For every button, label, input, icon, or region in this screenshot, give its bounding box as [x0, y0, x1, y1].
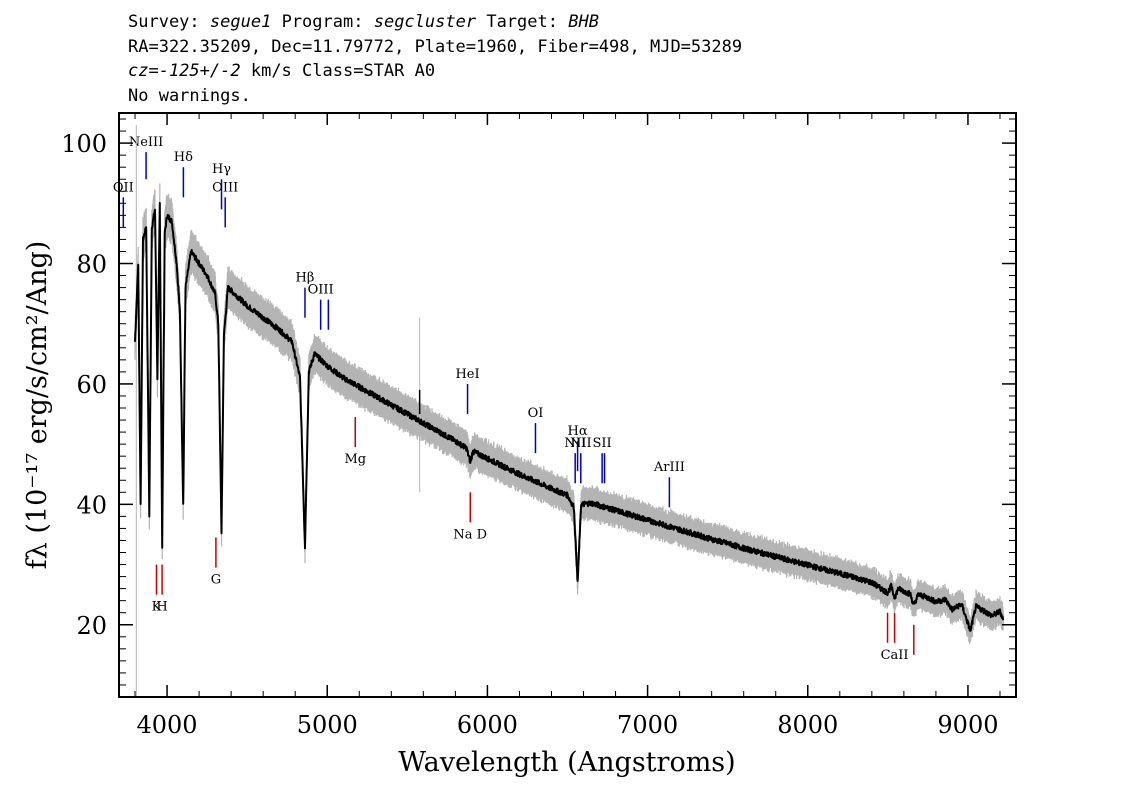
spectral-line-label: Na D	[453, 527, 487, 542]
spectral-line-label: NeIII	[129, 135, 163, 150]
survey-label: Survey:	[128, 12, 200, 32]
survey-line: Survey: segue1 Program: segcluster Targe…	[128, 10, 742, 35]
spectral-line-label: Hδ	[174, 150, 193, 165]
spectrum-header: Survey: segue1 Program: segcluster Targe…	[128, 10, 742, 108]
program-label: Program:	[281, 12, 364, 32]
y-tick-label: 100	[61, 130, 107, 158]
spectral-line-label: OI	[528, 406, 544, 421]
spectral-line-label: OII	[113, 180, 134, 195]
spectrum-layer	[134, 202, 1005, 632]
x-tick-label: 8000	[777, 711, 838, 739]
x-tick-label: 7000	[617, 711, 678, 739]
spectrum-series	[134, 202, 1005, 632]
program-value: segcluster	[373, 12, 477, 32]
spectral-line-label: Mg	[344, 452, 366, 467]
spectral-line-label: Hα	[568, 424, 588, 439]
spectral-line-label: CaII	[881, 648, 909, 663]
spectral-line-label: ArIII	[653, 460, 685, 475]
target-value: BHB	[568, 12, 599, 32]
x-axis-label: Wavelength (Angstroms)	[398, 747, 735, 778]
spectral-line-label: Hβ	[296, 271, 315, 286]
x-tick-label: 6000	[457, 711, 518, 739]
target-label: Target:	[486, 12, 558, 32]
class-value: km/s Class=STAR A0	[250, 61, 436, 81]
warnings-line: No warnings.	[128, 85, 251, 106]
y-axis-label: fλ (10⁻¹⁷ erg/s/cm²/Ang)	[22, 241, 53, 570]
spectral-line-label: HeI	[455, 367, 479, 382]
spectral-line-label: NII	[564, 436, 586, 451]
spectral-line-label: K	[152, 600, 162, 615]
spectral-line-label: NII	[570, 436, 592, 451]
survey-value: segue1	[209, 12, 272, 32]
spectral-line-label: SII	[593, 436, 612, 451]
spectral-line-label: OIII	[212, 180, 238, 195]
cz-value: cz=-125+/-2	[128, 61, 241, 81]
spectral-line-label: H	[156, 600, 167, 615]
spectral-line-label: OIII	[308, 283, 334, 298]
y-tick-label: 40	[76, 491, 107, 519]
y-tick-label: 80	[76, 251, 107, 279]
x-tick-label: 9000	[937, 711, 998, 739]
error-band	[134, 183, 1004, 645]
y-tick-label: 60	[76, 371, 107, 399]
redshift-line: cz=-125+/-2 km/s Class=STAR A0	[128, 59, 742, 84]
spectral-line-label: Hγ	[212, 162, 231, 177]
axis-ticks: 4000 5000 6000 7000 8000 9000 20 40 60 80 100	[61, 113, 1016, 739]
spectral-line-label: G	[211, 573, 221, 588]
x-tick-label: 5000	[297, 711, 358, 739]
y-tick-label: 20	[76, 612, 107, 640]
error-band-layer	[134, 125, 1004, 697]
x-tick-label: 4000	[137, 711, 198, 739]
coordinates-line: RA=322.35209, Dec=11.79772, Plate=1960, …	[128, 36, 743, 57]
plot-frame	[118, 112, 1017, 698]
